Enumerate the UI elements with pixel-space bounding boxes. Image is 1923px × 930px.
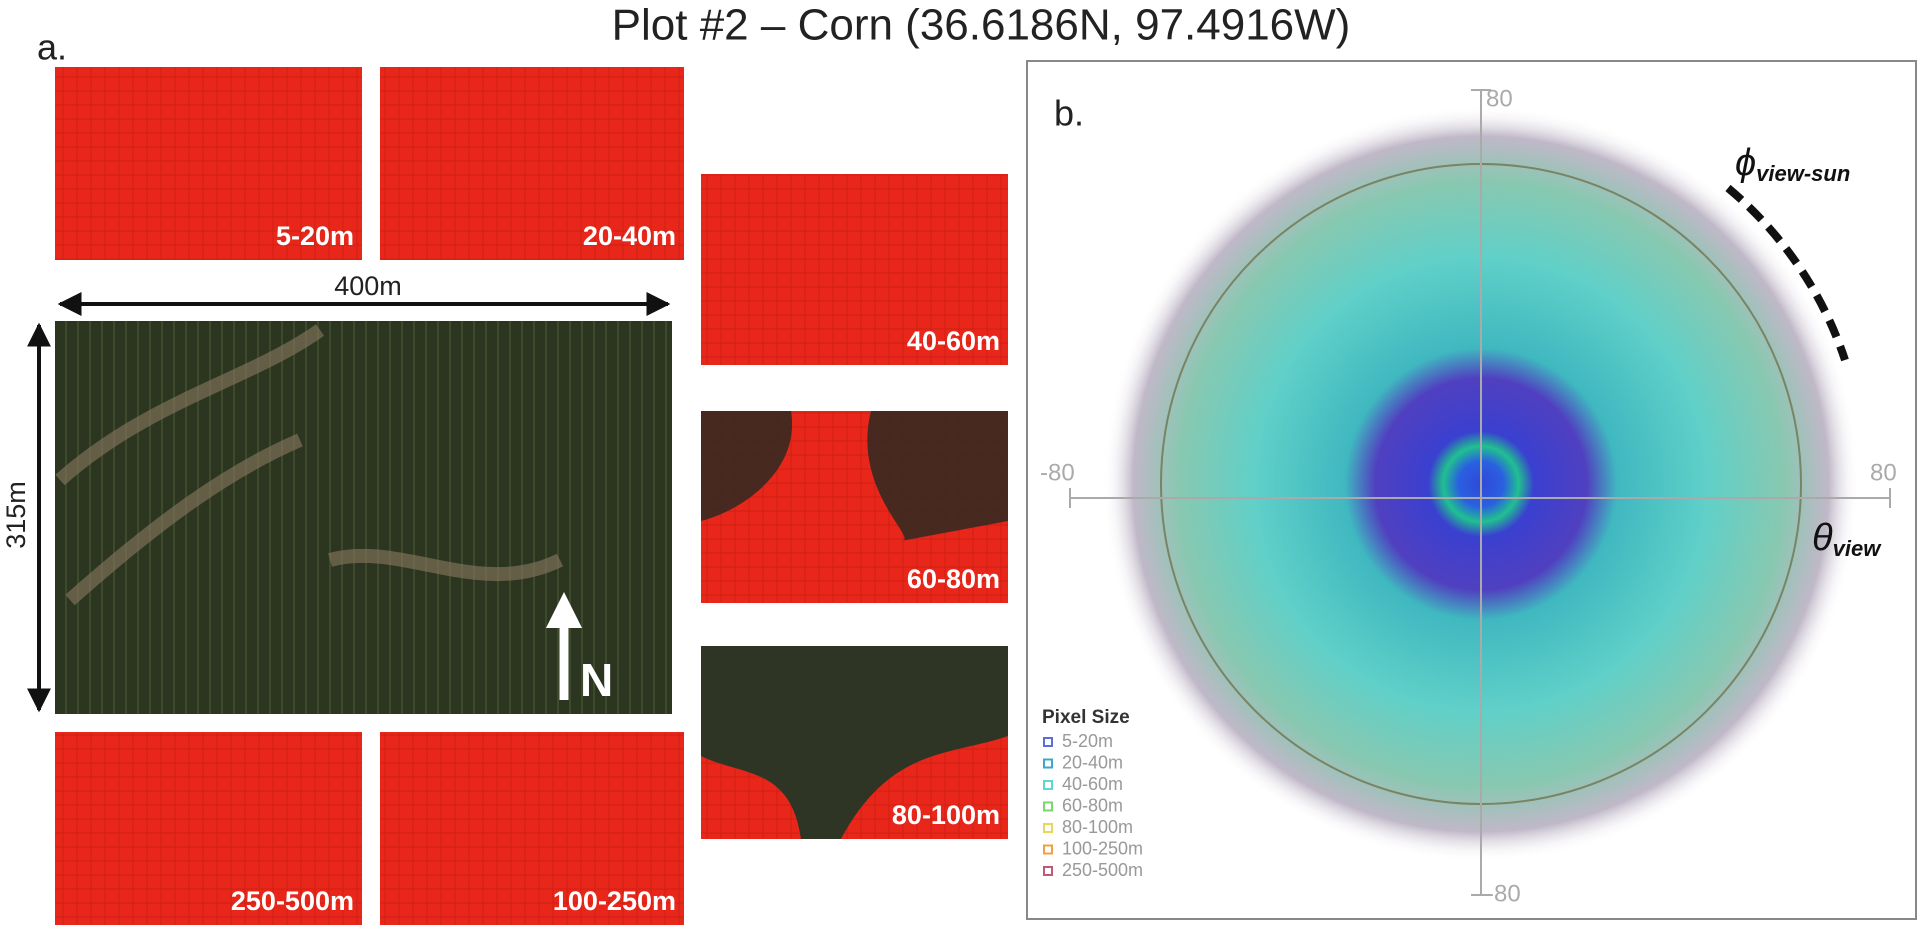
figure-title: Plot #2 – Corn (36.6186N, 97.4916W): [612, 1, 1351, 50]
theta-symbol: θ: [1812, 517, 1833, 559]
phi-symbol: ϕ: [1735, 142, 1756, 184]
phi-subscript: view-sun: [1756, 161, 1850, 186]
page: Plot #2 – Corn (36.6186N, 97.4916W) a. N…: [0, 0, 1923, 925]
tile-label: 250-500m: [231, 886, 354, 916]
legend-label: 80-100m: [1062, 817, 1133, 837]
theta-subscript: view: [1833, 536, 1883, 561]
width-label: 400m: [334, 271, 402, 301]
legend-label: 250-500m: [1062, 860, 1143, 880]
legend-label: 20-40m: [1062, 752, 1123, 772]
legend-label: 5-20m: [1062, 731, 1113, 751]
axis-label: 80: [1870, 459, 1897, 486]
tile-label: 100-250m: [553, 886, 676, 916]
figure: Plot #2 – Corn (36.6186N, 97.4916W) a. N…: [0, 0, 1923, 925]
legend-label: 60-80m: [1062, 795, 1123, 815]
tile-label: 40-60m: [907, 326, 1000, 356]
legend-label: 100-250m: [1062, 838, 1143, 858]
tile-label: 60-80m: [907, 564, 1000, 594]
panel-label: a.: [37, 27, 67, 68]
panel-label: b.: [1054, 93, 1084, 134]
legend-label: 40-60m: [1062, 774, 1123, 794]
north-label: N: [580, 654, 613, 706]
axis-label: -80: [1040, 459, 1075, 486]
axis-label: -80: [1486, 880, 1521, 907]
legend-title: Pixel Size: [1042, 707, 1130, 728]
height-label: 315m: [1, 481, 31, 549]
axis-label: 80: [1486, 85, 1513, 112]
tile-label: 5-20m: [276, 221, 354, 251]
tile-label: 80-100m: [892, 800, 1000, 830]
tile-label: 20-40m: [583, 221, 676, 251]
